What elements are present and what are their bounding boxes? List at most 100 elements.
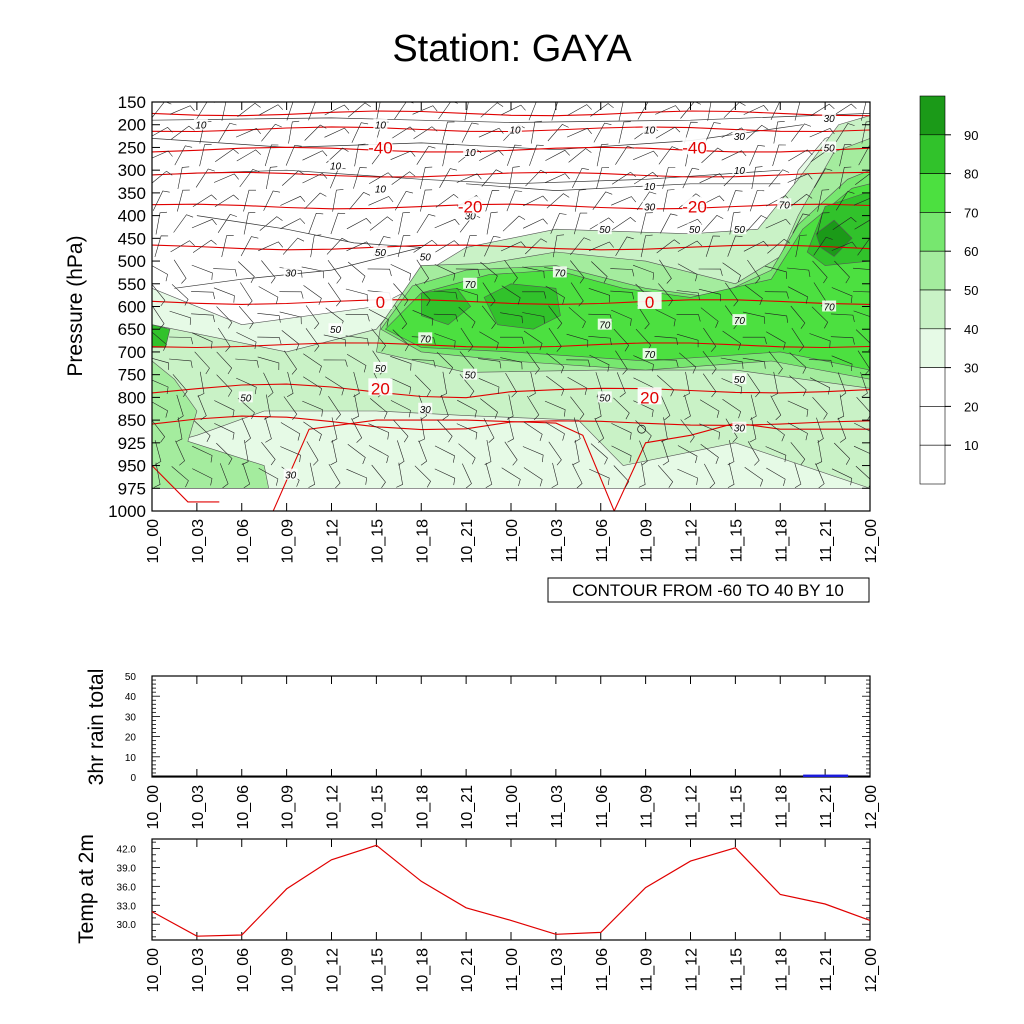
wind-barb [397,235,411,258]
wind-barb [567,377,588,395]
wind-barb [153,462,161,488]
wind-barb [192,445,213,463]
wind-barb [523,421,543,441]
wind-barb [663,189,675,212]
wind-barb [633,355,654,372]
contour-label: 50 [330,325,342,336]
colorbar-label: 60 [964,244,978,259]
wind-barb [837,372,847,398]
wind-barb [347,443,366,465]
x-tick-label: 11_00 [504,948,521,991]
wind-barb [704,463,716,489]
wind-barb [742,336,767,345]
wind-barb [330,440,338,466]
wind-barb [720,357,744,369]
wind-barb [368,445,389,464]
wind-barb [857,237,870,256]
wind-barb [326,147,349,164]
wind-barb [684,394,691,420]
colorbar-box [919,95,946,136]
wind-barb [394,305,408,330]
wind-barb [371,464,386,488]
wind-barb [412,310,434,326]
wind-barb [591,261,608,283]
wind-barb [393,419,409,443]
wind-barb [394,190,413,211]
x-tick-label: 10_12 [325,785,342,830]
wind-barb [258,241,284,252]
wind-barb [788,422,808,441]
wind-barb [655,309,676,327]
y-tick-label: 42.0 [117,844,137,855]
wind-barb [705,235,721,257]
wind-barb [742,311,766,324]
wind-barb [462,463,472,489]
wind-barb [811,306,829,329]
wind-barb [590,103,614,117]
y-tick-label: 350 [118,184,146,203]
wind-barb [397,440,405,466]
wind-barb [546,352,565,374]
contour-label-bg [283,468,298,480]
wind-barb [618,102,624,121]
wind-barb [214,423,235,440]
wind-barb [279,311,302,325]
wind-barb [152,150,173,159]
contour-label-bg [463,277,478,289]
y-tick-label: 40 [125,692,137,703]
y-tick-label: 0 [130,773,136,784]
wind-barb [332,189,344,212]
wind-barb [744,284,763,306]
temperature-label-bg [637,291,662,309]
rain-panel: 0 10 20 30 40 50 10_00 10_03 10_06 10_09 10_12 10_1… [85,669,880,830]
contour-label-bg [238,391,253,403]
x-tick-label: 11_09 [639,519,656,562]
contour-label-bg [732,164,747,176]
wind-barb [530,120,542,144]
wind-barb [213,173,239,183]
y-axis-label: Pressure (hPa) [64,235,87,376]
wind-barb [705,122,721,144]
wind-barb [326,237,349,255]
contour-label: 70 [734,316,746,327]
wind-barb [500,312,523,324]
wind-barb [303,376,323,396]
wind-barb [480,398,498,419]
wind-barb [191,218,217,229]
wind-barb [464,102,469,121]
contour-label: 30 [734,132,746,143]
contour-label-bg [463,209,478,221]
wind-barb [662,167,676,189]
wind-barb [788,193,813,208]
wind-barb [613,465,630,488]
wind-barb [544,400,566,417]
wind-barb [729,211,741,235]
wind-barb [700,444,719,465]
wind-barb [152,401,168,418]
wind-barb [853,198,870,206]
wind-barb [764,312,788,323]
wind-barb [171,125,195,140]
contour-line-2 [152,169,781,185]
x-tick-label: 10_15 [369,785,386,830]
colorbar-label: 80 [964,167,978,182]
contour-label-bg [597,223,612,235]
wind-barb [354,143,366,167]
wind-barb [412,105,438,115]
wind-barb [281,170,305,186]
contour-label-bg [732,130,747,142]
wind-barb [835,123,855,143]
x-tick-label: 10_00 [145,519,162,564]
wind-barb [529,144,544,166]
wind-barb [351,418,363,443]
wind-barb [345,335,369,346]
contour-label-bg [373,361,388,373]
x-tick-label: 10_00 [145,785,162,830]
y-tick-label: 600 [118,298,146,317]
contour-label: 50 [240,393,252,404]
wind-barb [214,400,235,418]
wind-barb [749,394,757,420]
x-tick-label: 11_03 [549,785,566,828]
wind-barb [725,282,739,307]
wind-barb [485,190,500,212]
